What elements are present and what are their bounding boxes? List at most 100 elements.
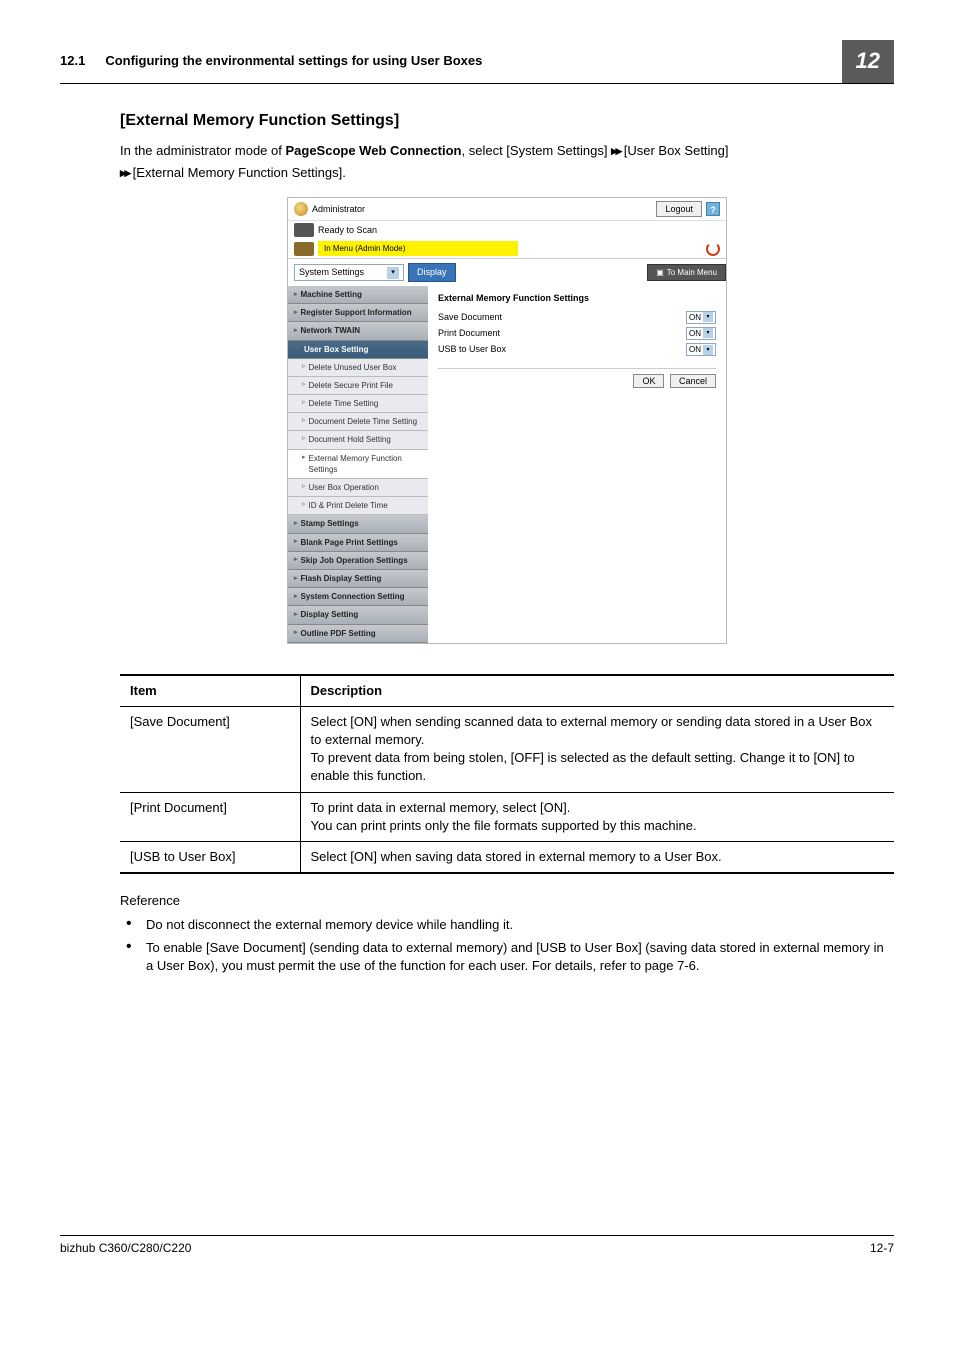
home-icon: ▣ [656, 267, 664, 278]
triangle-icon: ▸ [294, 628, 298, 638]
sidebar-sub-delete-time[interactable]: ▹Delete Time Setting [288, 395, 428, 413]
main-panel: External Memory Function Settings Save D… [428, 286, 726, 643]
category-dropdown[interactable]: System Settings ▾ [294, 264, 404, 281]
select-value: ON [689, 328, 701, 339]
footer-page-number: 12-7 [870, 1240, 894, 1257]
table-row: [Print Document] To print data in extern… [120, 792, 894, 841]
chevron-down-icon: ▾ [387, 267, 399, 279]
sidebar-sub-label: User Box Operation [309, 482, 379, 493]
display-button[interactable]: Display [408, 263, 456, 282]
sidebar-item-skip-job[interactable]: ▸Skip Job Operation Settings [288, 552, 428, 570]
sidebar-item-display-setting[interactable]: ▸Display Setting [288, 606, 428, 624]
intro-p3: [User Box Setting] [620, 143, 728, 158]
sidebar-label: Machine Setting [301, 289, 362, 300]
sidebar-sub-delete-unused[interactable]: ▹Delete Unused User Box [288, 359, 428, 377]
admin-screenshot: Administrator Logout ? Ready to Scan In … [287, 197, 727, 644]
sidebar-item-stamp[interactable]: ▸Stamp Settings [288, 515, 428, 533]
help-icon[interactable]: ? [706, 202, 720, 216]
triangle-icon: ▹ [302, 380, 306, 391]
to-main-menu-button[interactable]: ▣ To Main Menu [647, 264, 726, 281]
sidebar-item-flash-display[interactable]: ▸Flash Display Setting [288, 570, 428, 588]
sidebar-item-machine-setting[interactable]: ▸Machine Setting [288, 286, 428, 304]
table-cell-desc: To print data in external memory, select… [300, 792, 894, 841]
setting-row: Print Document ON▾ [438, 327, 716, 340]
sidebar-label: Blank Page Print Settings [301, 537, 398, 548]
intro-p4: [External Memory Function Settings]. [129, 165, 346, 180]
sidebar-sub-label: Delete Unused User Box [309, 362, 397, 373]
printer-icon [294, 223, 314, 237]
sidebar-sub-user-box-op[interactable]: ▹User Box Operation [288, 479, 428, 497]
triangle-icon: ▸ [302, 453, 306, 475]
sidebar-item-user-box-setting[interactable]: ▼User Box Setting [288, 341, 428, 359]
sidebar-label: Register Support Information [301, 307, 412, 318]
triangle-icon: ▹ [302, 500, 306, 511]
triangle-icon: ▸ [294, 574, 298, 584]
triangle-icon: ▸ [294, 537, 298, 547]
sidebar-label: Display Setting [301, 609, 359, 620]
sidebar-item-system-connection[interactable]: ▸System Connection Setting [288, 588, 428, 606]
ready-status: Ready to Scan [318, 224, 377, 237]
triangle-icon: ▸ [294, 592, 298, 602]
reference-section: Reference Do not disconnect the external… [120, 892, 894, 975]
panel-title: External Memory Function Settings [438, 292, 716, 305]
dropdown-value: System Settings [299, 266, 364, 279]
table-header-item: Item [120, 675, 300, 707]
sidebar: ▸Machine Setting ▸Register Support Infor… [288, 286, 428, 643]
sidebar-label: Network TWAIN [301, 325, 361, 336]
sidebar-item-network-twain[interactable]: ▸Network TWAIN [288, 322, 428, 340]
table-cell-desc: Select [ON] when sending scanned data to… [300, 706, 894, 792]
table-cell-item: [USB to User Box] [120, 842, 300, 874]
sidebar-sub-doc-hold[interactable]: ▹Document Hold Setting [288, 431, 428, 449]
table-header-description: Description [300, 675, 894, 707]
table-row: [USB to User Box] Select [ON] when savin… [120, 842, 894, 874]
table-row: [Save Document] Select [ON] when sending… [120, 706, 894, 792]
usb-to-userbox-select[interactable]: ON▾ [686, 343, 716, 356]
sidebar-sub-id-print-delete[interactable]: ▹ID & Print Delete Time [288, 497, 428, 515]
sidebar-item-register-support[interactable]: ▸Register Support Information [288, 304, 428, 322]
triangle-icon: ▸ [294, 308, 298, 318]
setting-label: Print Document [438, 327, 686, 340]
sidebar-sub-external-memory[interactable]: ▸External Memory Function Settings [288, 450, 428, 479]
table-cell-item: [Print Document] [120, 792, 300, 841]
intro-p1: In the administrator mode of [120, 143, 285, 158]
print-document-select[interactable]: ON▾ [686, 327, 716, 340]
intro-p2: , select [System Settings] [462, 143, 612, 158]
arrow-icon: ▸▸ [611, 143, 620, 158]
sidebar-label: User Box Setting [304, 344, 368, 355]
intro-bold: PageScope Web Connection [285, 143, 461, 158]
intro-text-line2: ▸▸ [External Memory Function Settings]. [120, 164, 894, 182]
select-value: ON [689, 344, 701, 355]
table-cell-desc: Select [ON] when saving data stored in e… [300, 842, 894, 874]
sidebar-label: Stamp Settings [301, 518, 359, 529]
arrow-icon: ▸▸ [120, 165, 129, 180]
sidebar-label: System Connection Setting [301, 591, 405, 602]
sidebar-item-blank-page[interactable]: ▸Blank Page Print Settings [288, 534, 428, 552]
section-title: Configuring the environmental settings f… [105, 52, 841, 70]
intro-text: In the administrator mode of PageScope W… [120, 142, 894, 160]
refresh-icon[interactable] [706, 242, 720, 256]
sidebar-label: Outline PDF Setting [301, 628, 376, 639]
sidebar-sub-label: Delete Time Setting [309, 398, 379, 409]
triangle-icon: ▹ [302, 482, 306, 493]
chapter-badge: 12 [842, 40, 894, 83]
sidebar-sub-doc-delete-time[interactable]: ▹Document Delete Time Setting [288, 413, 428, 431]
sidebar-sub-label: Delete Secure Print File [309, 380, 393, 391]
save-document-select[interactable]: ON▾ [686, 311, 716, 324]
logout-button[interactable]: Logout [656, 201, 702, 218]
triangle-icon: ▼ [294, 344, 301, 354]
footer-model: bizhub C360/C280/C220 [60, 1240, 191, 1257]
triangle-icon: ▸ [294, 326, 298, 336]
section-number: 12.1 [60, 52, 85, 70]
ok-button[interactable]: OK [633, 374, 664, 388]
sidebar-sub-delete-secure[interactable]: ▹Delete Secure Print File [288, 377, 428, 395]
cancel-button[interactable]: Cancel [670, 374, 716, 388]
page-header: 12.1 Configuring the environmental setti… [60, 40, 894, 84]
reference-bullet: Do not disconnect the external memory de… [120, 916, 894, 934]
triangle-icon: ▸ [294, 290, 298, 300]
sidebar-sub-label: Document Hold Setting [309, 434, 391, 445]
description-table: Item Description [Save Document] Select … [120, 674, 894, 875]
sidebar-item-outline-pdf[interactable]: ▸Outline PDF Setting [288, 625, 428, 643]
sidebar-label: Flash Display Setting [301, 573, 382, 584]
setting-row: USB to User Box ON▾ [438, 343, 716, 356]
admin-icon [294, 202, 308, 216]
